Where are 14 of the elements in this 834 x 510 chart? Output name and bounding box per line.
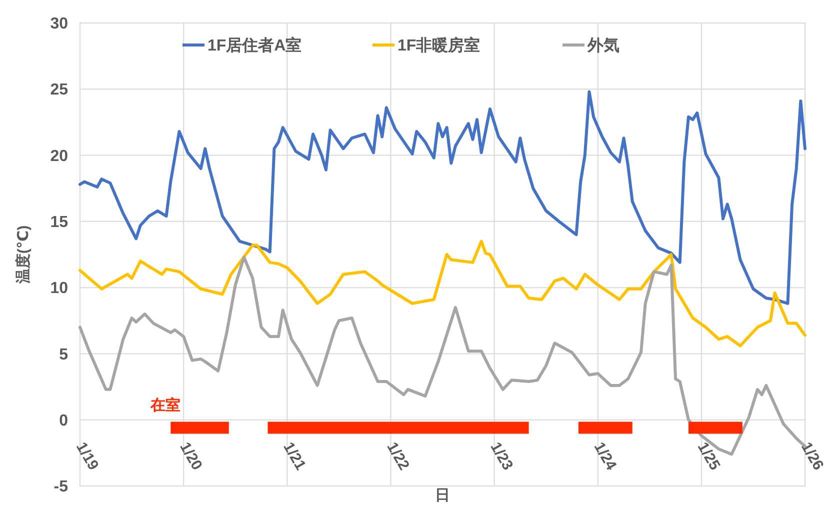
legend-label: 1F非暖房室 — [398, 36, 480, 55]
y-tick-label: 10 — [50, 280, 68, 298]
x-axis-title: 日 — [435, 487, 450, 504]
y-tick-label: 30 — [50, 16, 68, 33]
legend-label: 外気 — [586, 36, 620, 55]
series-label: 在室 — [150, 396, 181, 414]
y-tick-label: 20 — [50, 148, 68, 165]
y-tick-label: 15 — [50, 214, 68, 232]
y-axis-title: 温度(℃) — [14, 225, 32, 285]
y-tick-label: 0 — [59, 412, 68, 430]
y-tick-label: 5 — [59, 346, 68, 364]
legend-label: 1F居住者A室 — [208, 36, 302, 55]
y-tick-label: 25 — [50, 82, 68, 99]
y-tick-label: -5 — [54, 478, 68, 496]
